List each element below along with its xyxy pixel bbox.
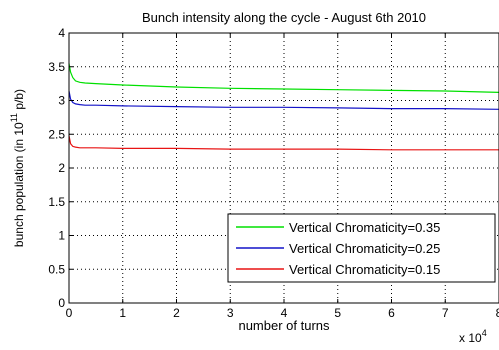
x-tick-label: 1: [119, 306, 126, 320]
x-tick-label: 6: [388, 306, 395, 320]
x-tick-label: 0: [66, 306, 73, 320]
y-tick-label: 2: [58, 161, 65, 175]
series-lines: [68, 63, 499, 151]
x-tick-label: 8: [496, 306, 499, 320]
legend-label-2: Vertical Chromaticity=0.25: [289, 241, 440, 256]
y-tick-label: 4: [58, 26, 65, 40]
series-line-2: [68, 90, 499, 110]
series-line-3: [68, 135, 499, 151]
legend-label-1: Vertical Chromaticity=0.35: [289, 220, 440, 235]
x-axis-label: number of turns: [238, 318, 330, 333]
x-tick-label: 4: [281, 306, 288, 320]
legend: Vertical Chromaticity=0.35 Vertical Chrom…: [227, 213, 496, 283]
x-multiplier-base: x 10: [459, 331, 482, 345]
y-tick-label: 3: [58, 94, 65, 108]
y-tick-label: 1.5: [48, 195, 65, 209]
y-tick-label: 1: [58, 229, 65, 243]
y-tick-label: 2.5: [48, 127, 65, 141]
y-tick-label: 0.5: [48, 262, 65, 276]
x-tick-label: 5: [334, 306, 341, 320]
y-axis-label: bunch population (in 1011 p/b): [9, 89, 26, 247]
legend-label-3: Vertical Chromaticity=0.15: [289, 262, 440, 277]
y-label-suffix: p/b): [12, 89, 26, 113]
x-axis-ticks: 0 1 2 3 4 5 6 7 8: [66, 33, 499, 320]
x-tick-label: 3: [227, 306, 234, 320]
y-tick-label: 3.5: [48, 60, 65, 74]
y-label-prefix: bunch population (in 10: [12, 122, 26, 247]
y-axis-ticks: 0 0.5 1 1.5 2 2.5 3 3.5 4: [48, 26, 73, 310]
x-tick-label: 7: [442, 306, 449, 320]
chart-title: Bunch intensity along the cycle - August…: [142, 10, 426, 25]
y-tick-label: 0: [58, 296, 65, 310]
x-axis-multiplier: x 104: [459, 328, 487, 345]
x-multiplier-exp: 4: [482, 328, 487, 338]
x-tick-label: 2: [173, 306, 180, 320]
series-line-1: [68, 63, 499, 93]
y-label-exp: 11: [9, 113, 19, 122]
